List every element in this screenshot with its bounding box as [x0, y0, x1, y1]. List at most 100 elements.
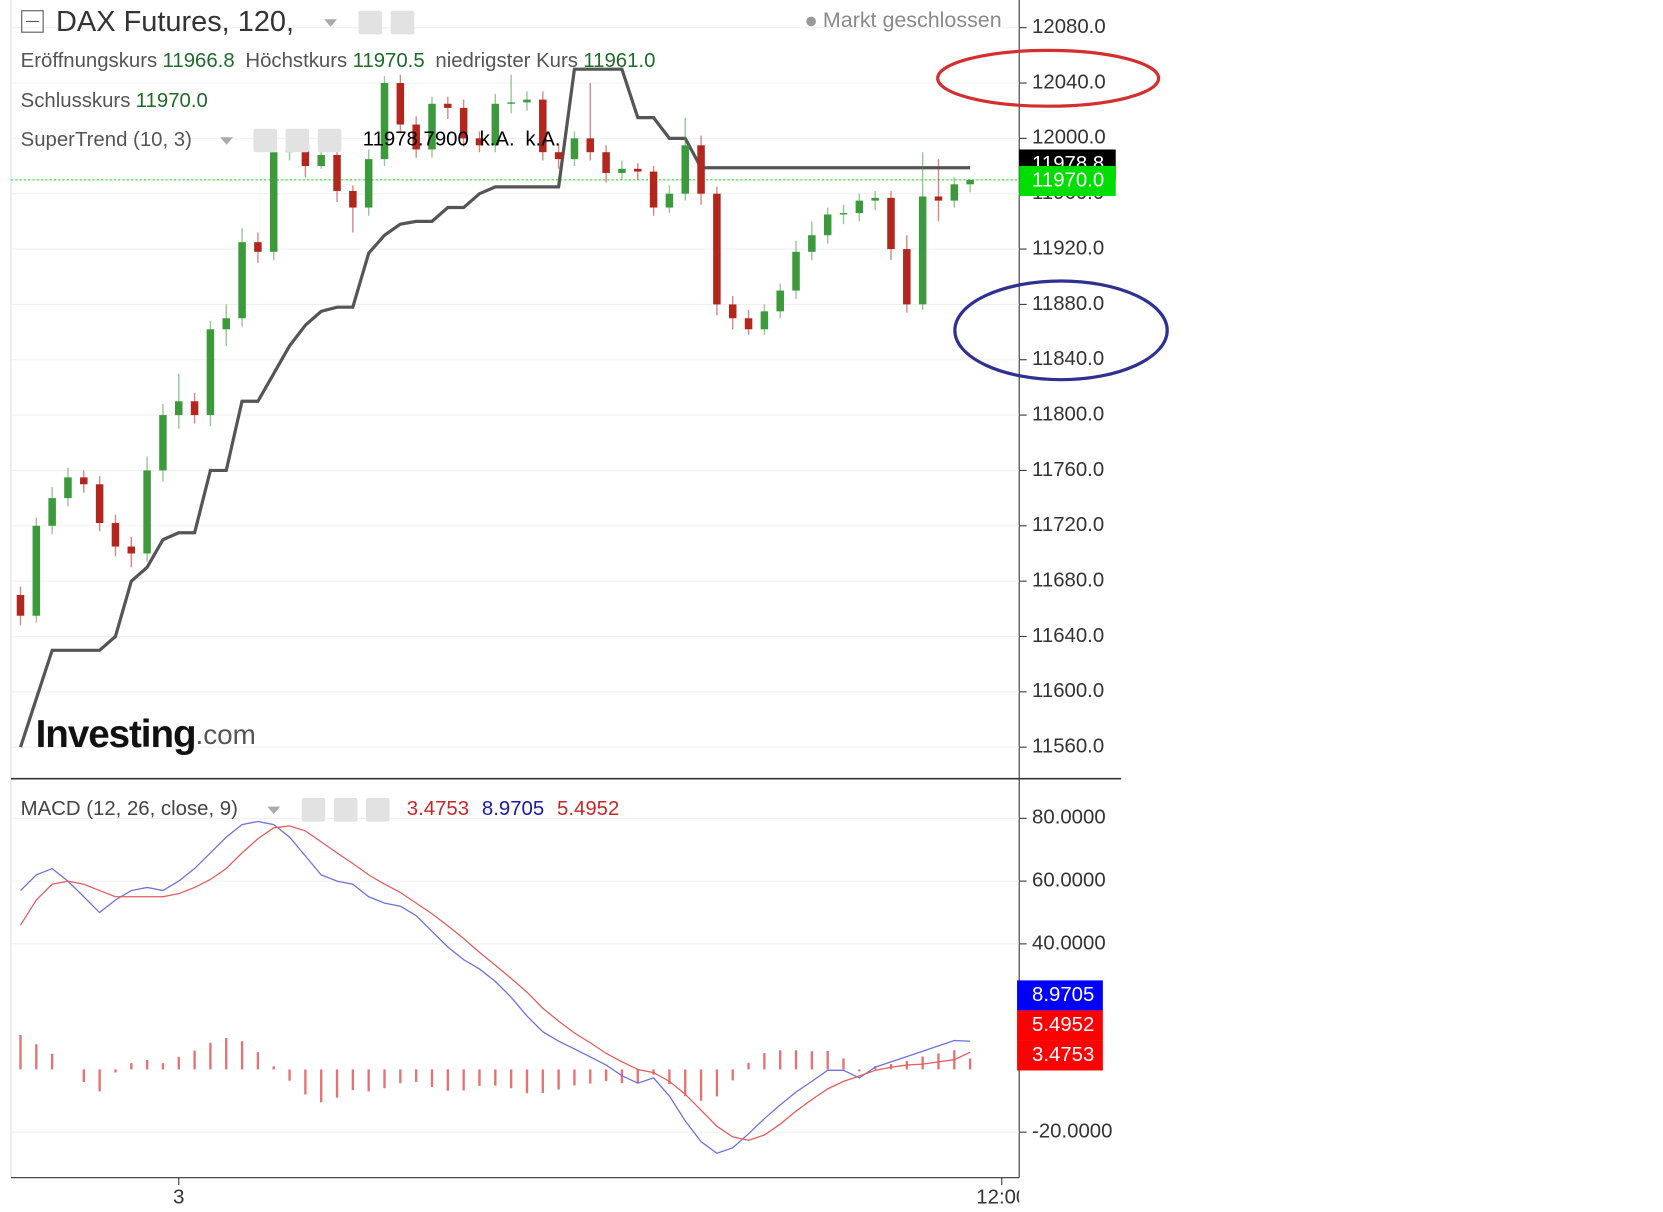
candle-body — [190, 401, 199, 416]
y-tick-label: 11880.0 — [1032, 293, 1104, 315]
y-tick-label: 11560.0 — [1032, 736, 1104, 758]
candle-body — [380, 83, 389, 160]
legend-value: 11961.0 — [583, 51, 655, 73]
candle-body — [475, 138, 484, 146]
candle-body — [64, 477, 72, 499]
candle-body — [681, 145, 689, 194]
dropdown[interactable] — [220, 137, 234, 145]
macd-values: 3.4753 8.9705 5.4952 — [407, 798, 620, 820]
candle-body — [95, 484, 104, 524]
candle-body — [839, 213, 848, 215]
y-tick-label: 11920.0 — [1032, 237, 1104, 259]
candle-body — [602, 152, 610, 173]
candle-body — [80, 477, 88, 485]
settings-icon[interactable] — [333, 797, 358, 822]
candle-body — [127, 546, 136, 554]
candle-body — [808, 235, 816, 252]
candle-body — [269, 152, 278, 252]
candle-body — [570, 138, 579, 160]
axes: 12080.012040.012000.011960.011920.011880… — [173, 16, 1116, 1208]
ohlc-legend: Schlusskurs 11970.0 — [21, 90, 208, 112]
y-tick-label: 11680.0 — [1032, 570, 1104, 592]
candle-body — [507, 102, 515, 104]
candle-body — [586, 138, 595, 153]
remove-icon[interactable] — [317, 128, 342, 153]
candle-body — [349, 190, 357, 208]
macd-title: MACD (12, 26, close, 9) — [21, 798, 238, 820]
candle-body — [665, 193, 674, 208]
candle-body — [634, 168, 642, 172]
candle-body — [459, 107, 468, 139]
candle-body — [649, 171, 658, 208]
y-tick-label: 40.0000 — [1032, 932, 1106, 954]
candle-body — [618, 168, 626, 173]
value-badge — [1017, 1040, 1103, 1071]
candle-body — [48, 498, 56, 526]
visibility-icon[interactable] — [358, 10, 383, 35]
value-badge-label: 3.4753 — [1032, 1044, 1094, 1066]
y-tick-label: 12000.0 — [1032, 127, 1106, 149]
overlay-values: 11978.7900 k.A. k.A. — [363, 129, 561, 151]
macd-line — [20, 820, 971, 1154]
candle-body — [728, 304, 737, 319]
candle-body — [887, 197, 895, 250]
candle-body — [823, 214, 832, 236]
value-badge — [1017, 1010, 1103, 1041]
candle-body — [16, 594, 25, 616]
status-dot — [806, 16, 816, 27]
legend-value: 5.4952 — [557, 798, 619, 820]
settings-icon[interactable] — [285, 128, 310, 153]
legend-value: 3.4753 — [407, 798, 469, 820]
candle-body — [317, 154, 325, 167]
candle-body — [554, 152, 563, 160]
annotation-ellipse — [953, 279, 1169, 382]
legend-label: niedrigster Kurs — [435, 51, 578, 73]
candle-body — [776, 290, 784, 312]
candle-body — [364, 159, 373, 208]
dropdown[interactable] — [324, 19, 338, 27]
visibility-icon[interactable] — [253, 128, 277, 153]
watermark-main: Investing — [36, 713, 196, 756]
candle-body — [792, 251, 800, 291]
symbol-title: DAX Futures, 120, — [56, 6, 294, 38]
candle-body — [444, 103, 452, 108]
y-tick-label: 11760.0 — [1032, 459, 1104, 481]
settings-icon[interactable] — [390, 10, 415, 35]
candle-body — [760, 311, 769, 330]
candle-body — [32, 525, 41, 616]
legend-value: 11966.8 — [163, 51, 235, 73]
dropdown[interactable] — [267, 806, 281, 815]
y-tick-label: 11840.0 — [1032, 348, 1104, 370]
candle-body — [396, 83, 405, 125]
legend-value: 11970.5 — [353, 51, 425, 73]
watermark: Investing.com — [36, 713, 256, 756]
remove-icon[interactable] — [366, 797, 390, 822]
y-tick-label: -20.0000 — [1032, 1121, 1112, 1143]
candle-body — [428, 103, 436, 150]
legend-value: 11970.0 — [136, 90, 208, 112]
y-tick-label: 12080.0 — [1032, 16, 1106, 38]
y-tick-label: 80.0000 — [1032, 807, 1106, 829]
visibility-icon[interactable] — [301, 797, 326, 822]
candle-body — [855, 200, 864, 214]
legend-label: Höchstkurs — [245, 51, 347, 73]
candle-body — [744, 318, 753, 330]
price-badge-label: 11970.0 — [1032, 169, 1104, 191]
candle-body — [918, 196, 927, 305]
supertrend-line — [19, 67, 971, 748]
candle-body — [491, 103, 500, 146]
annotation-ellipse — [936, 48, 1161, 108]
legend-label: Eröffnungskurs — [21, 51, 158, 73]
collapse-toggle[interactable] — [21, 10, 44, 33]
overlay-value: k.A. — [525, 129, 560, 151]
candle-body — [523, 99, 531, 103]
y-tick-label: 60.0000 — [1032, 869, 1106, 891]
x-tick-label: 3 — [173, 1186, 184, 1208]
y-tick-label: 11720.0 — [1032, 514, 1104, 536]
candle-body — [539, 99, 547, 153]
candle-body — [713, 193, 721, 305]
candle-body — [697, 145, 705, 194]
y-tick-label: 11600.0 — [1032, 680, 1104, 702]
